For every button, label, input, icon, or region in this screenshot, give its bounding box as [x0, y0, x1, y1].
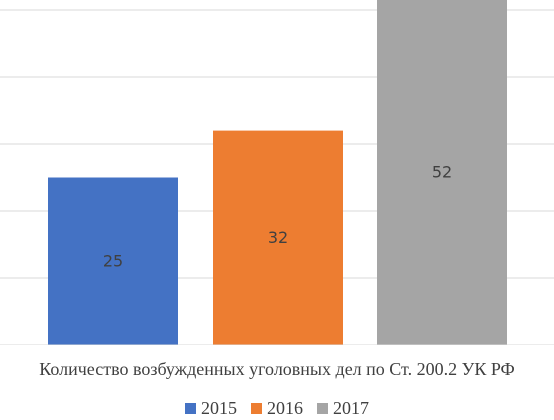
legend-item-2016: 2016 [251, 398, 303, 419]
bar-2016 [213, 130, 343, 345]
legend-swatch-2016 [251, 403, 262, 414]
legend-item-2015: 2015 [185, 398, 237, 419]
bar-2015 [48, 177, 178, 345]
legend-swatch-2017 [317, 403, 328, 414]
bar-2017 [377, 0, 507, 345]
legend-item-2017: 2017 [317, 398, 369, 419]
data-label-2015: 25 [103, 251, 123, 270]
data-label-2016: 32 [268, 228, 288, 247]
legend-label-2017: 2017 [333, 398, 369, 418]
bar-chart: 25 32 52 [0, 0, 554, 345]
legend: 2015 2016 2017 [0, 398, 554, 419]
legend-label-2015: 2015 [201, 398, 237, 418]
legend-swatch-2015 [185, 403, 196, 414]
data-label-2017: 52 [432, 163, 452, 182]
legend-label-2016: 2016 [267, 398, 303, 418]
x-axis-label: Количество возбужденных уголовных дел по… [39, 359, 515, 379]
